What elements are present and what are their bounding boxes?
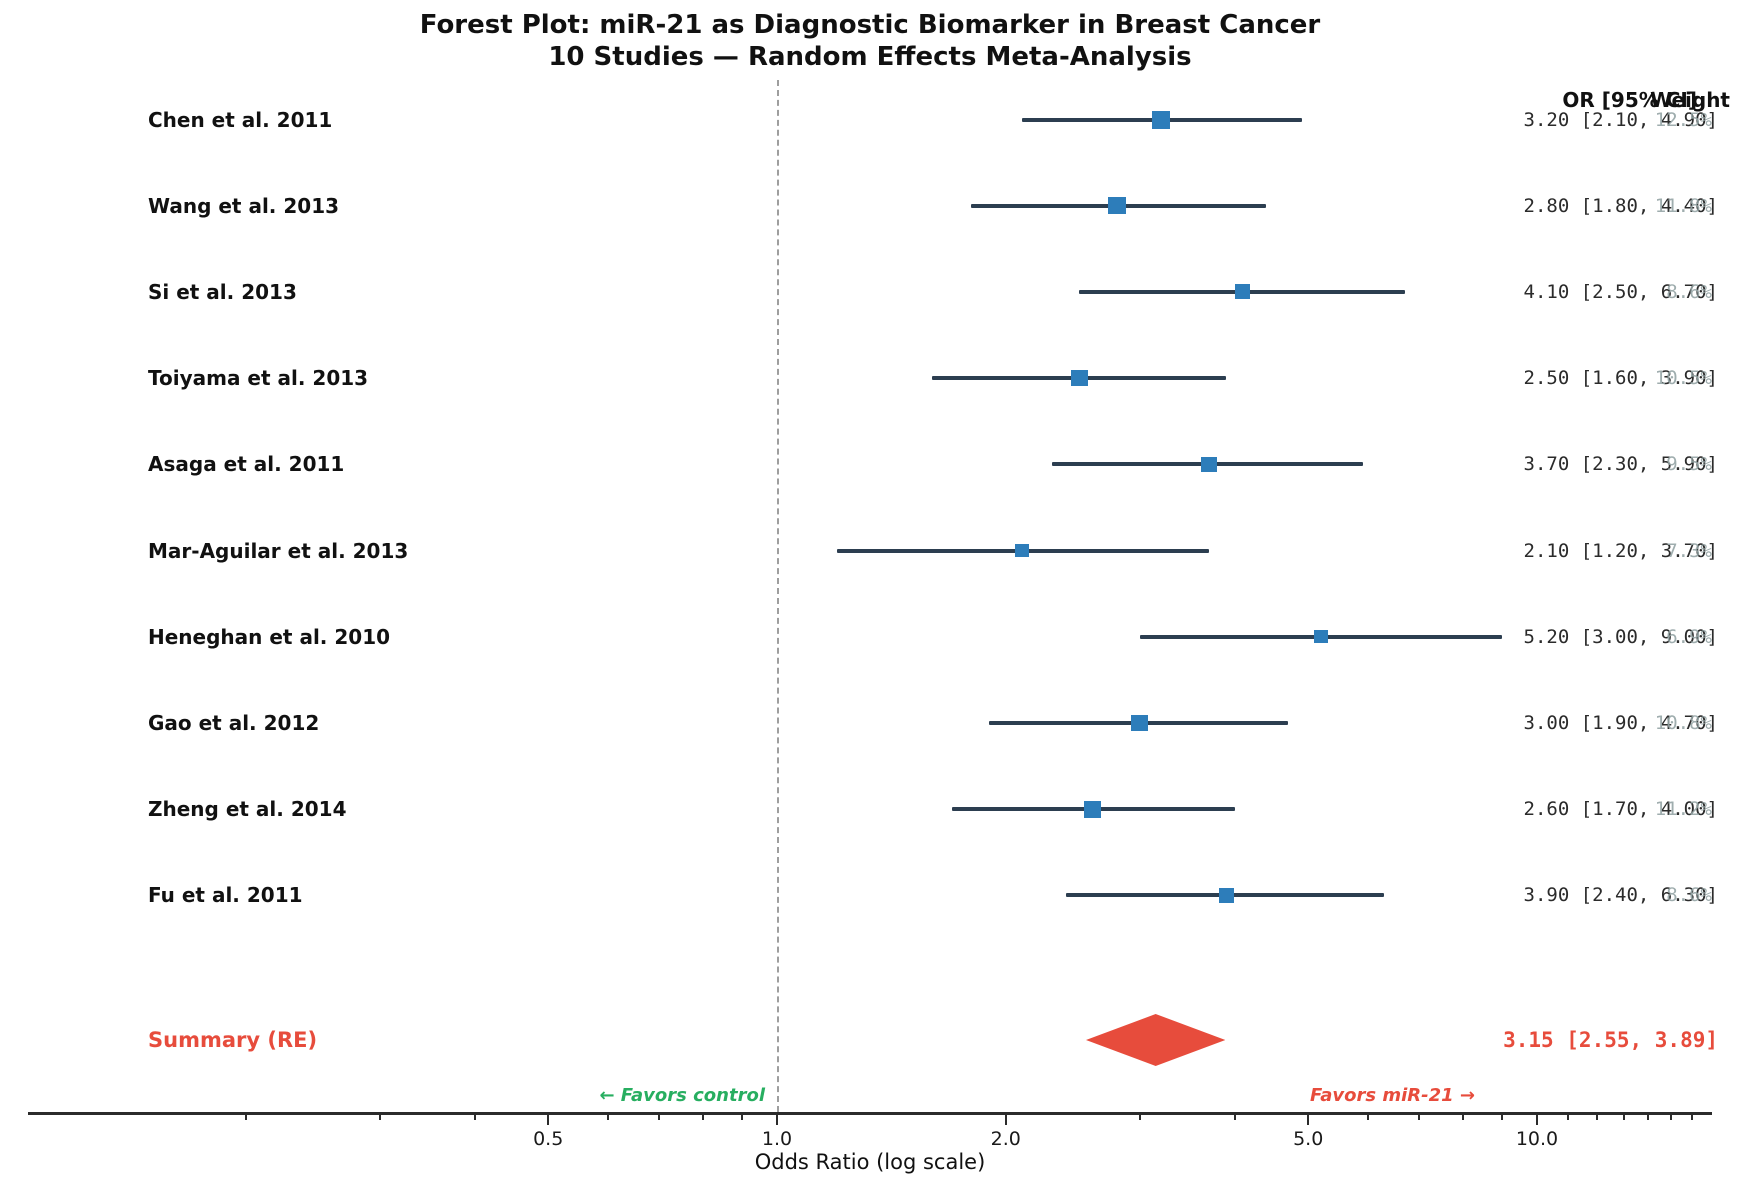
x-axis-minor-tick: [658, 1115, 661, 1120]
summary-or-value: 3.15 [2.55, 3.89]: [1503, 1028, 1718, 1052]
weight-value: 12.5%: [1654, 108, 1712, 131]
x-axis-minor-tick: [1669, 1115, 1672, 1120]
weight-value: 10.5%: [1654, 367, 1712, 390]
x-axis-tick-label: 2.0: [990, 1128, 1021, 1150]
study-label: Chen et al. 2011: [148, 107, 333, 132]
x-axis-minor-tick: [1462, 1115, 1465, 1120]
x-axis-minor-tick: [702, 1115, 705, 1120]
effect-size-marker: [1071, 369, 1088, 387]
study-label: Gao et al. 2012: [148, 710, 320, 735]
reference-line-or-1: [777, 80, 779, 1112]
or-ci-value: 2.10 [1.20, 3.70]: [1523, 539, 1718, 562]
favors-control-label: ← Favors control: [599, 1085, 765, 1106]
summary-diamond: [1085, 1014, 1226, 1066]
summary-label: Summary (RE): [148, 1028, 318, 1052]
x-axis-minor-tick: [1367, 1115, 1370, 1120]
chart-subtitle: 10 Studies — Random Effects Meta-Analysi…: [548, 42, 1192, 72]
x-axis-minor-tick: [741, 1115, 744, 1120]
study-label: Mar-Aguilar et al. 2013: [148, 538, 409, 563]
x-axis-major-tick: [547, 1115, 550, 1125]
x-axis-major-tick: [776, 1115, 778, 1125]
x-axis-minor-tick: [1501, 1115, 1504, 1120]
weight-value: 9.5%: [1666, 453, 1712, 476]
x-axis-tick-label: 1.0: [761, 1128, 793, 1150]
or-ci-value: 3.00 [1.90, 4.70]: [1523, 711, 1718, 734]
effect-size-marker: [1235, 284, 1251, 300]
or-ci-value: 2.50 [1.60, 3.90]: [1523, 367, 1718, 390]
or-ci-column-header: OR [95% CI]: [1562, 88, 1697, 112]
effect-size-marker: [1314, 629, 1328, 644]
x-axis-tick-label: 10.0: [1515, 1128, 1559, 1150]
weight-value: 8.6%: [1666, 280, 1712, 303]
weight-column-header: Weight: [1650, 88, 1730, 112]
weight-value: 7.3%: [1666, 539, 1712, 562]
study-label: Si et al. 2013: [148, 279, 297, 304]
favors-mir21-label: Favors miR-21 →: [1310, 1085, 1475, 1106]
study-label: Toiyama et al. 2013: [148, 366, 369, 391]
or-ci-value: 2.80 [1.80, 4.40]: [1523, 194, 1718, 217]
weight-value: 8.6%: [1666, 884, 1712, 907]
x-axis-minor-tick: [378, 1115, 381, 1120]
x-axis-minor-tick: [1622, 1115, 1625, 1120]
x-axis-minor-tick: [1418, 1115, 1421, 1120]
or-ci-value: 3.90 [2.40, 6.30]: [1523, 884, 1718, 907]
x-axis-minor-tick: [244, 1115, 247, 1120]
x-axis-minor-tick: [1138, 1115, 1141, 1120]
effect-size-marker: [1014, 543, 1029, 558]
effect-size-marker: [1151, 110, 1170, 129]
x-axis-label: Odds Ratio (log scale): [754, 1150, 986, 1174]
x-axis-tick-label: 5.0: [1293, 1128, 1324, 1150]
or-ci-value: 3.20 [2.10, 4.90]: [1523, 108, 1718, 131]
x-axis-minor-tick: [1647, 1115, 1650, 1120]
x-axis-major-tick: [1536, 1115, 1538, 1125]
weight-value: 11.2%: [1654, 798, 1712, 821]
or-ci-value: 5.20 [3.00, 9.00]: [1523, 625, 1718, 648]
x-axis-major-tick: [1004, 1115, 1007, 1125]
effect-size-marker: [1131, 714, 1148, 732]
study-label: Asaga et al. 2011: [148, 452, 345, 477]
effect-size-marker: [1108, 196, 1126, 215]
study-label: Wang et al. 2013: [148, 193, 340, 218]
effect-size-marker: [1083, 800, 1101, 818]
x-axis-minor-tick: [1596, 1115, 1599, 1120]
chart-title: Forest Plot: miR-21 as Diagnostic Biomar…: [419, 10, 1321, 40]
x-axis-minor-tick: [1691, 1115, 1694, 1120]
study-label: Heneghan et al. 2010: [148, 624, 391, 649]
study-label: Zheng et al. 2014: [148, 797, 347, 822]
or-ci-value: 4.10 [2.50, 6.70]: [1523, 280, 1718, 303]
x-axis-minor-tick: [1233, 1115, 1236, 1120]
x-axis-minor-tick: [473, 1115, 476, 1120]
study-label: Fu et al. 2011: [148, 883, 303, 908]
effect-size-marker: [1218, 887, 1234, 903]
weight-value: 10.8%: [1654, 711, 1712, 734]
x-axis-minor-tick: [607, 1115, 610, 1120]
weight-value: 6.9%: [1666, 625, 1712, 648]
or-ci-value: 2.60 [1.70, 4.00]: [1523, 798, 1718, 821]
effect-size-marker: [1201, 456, 1217, 473]
or-ci-value: 3.70 [2.30, 5.90]: [1523, 453, 1718, 476]
x-axis-tick-label: 0.5: [533, 1128, 564, 1150]
x-axis-major-tick: [1307, 1115, 1310, 1125]
x-axis-spine: [28, 1112, 1712, 1115]
weight-value: 11.8%: [1654, 194, 1712, 217]
x-axis-minor-tick: [1567, 1115, 1570, 1120]
